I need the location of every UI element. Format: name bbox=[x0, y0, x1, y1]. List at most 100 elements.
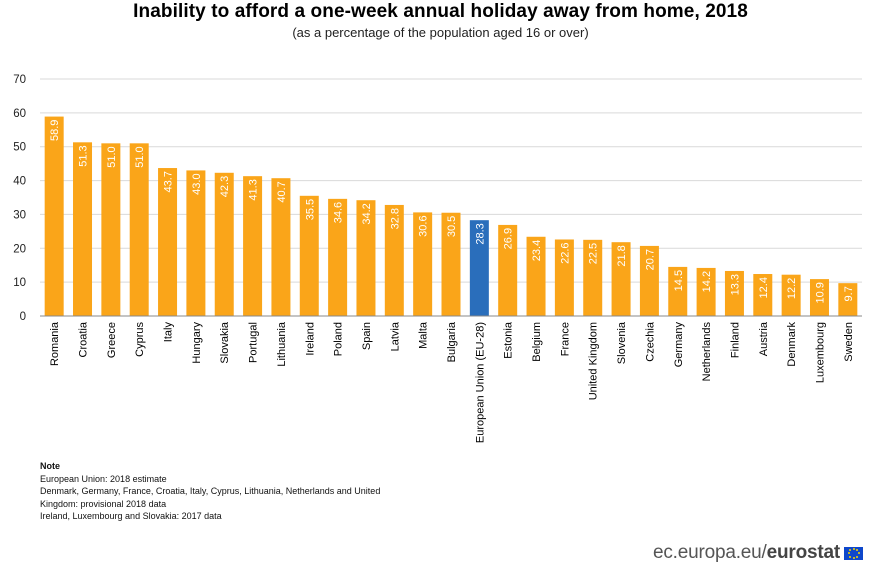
data-label: 51.3 bbox=[78, 145, 90, 166]
y-tick-label: 20 bbox=[13, 243, 26, 255]
data-label: 23.4 bbox=[531, 240, 543, 261]
bar bbox=[696, 267, 716, 316]
x-tick-label: Poland bbox=[333, 322, 345, 356]
data-label: 32.8 bbox=[389, 208, 401, 229]
x-tick-label: Cyprus bbox=[134, 322, 146, 357]
y-tick-label: 0 bbox=[20, 311, 26, 323]
bar bbox=[554, 239, 574, 316]
data-label: 14.5 bbox=[673, 270, 685, 291]
bar bbox=[498, 224, 518, 316]
data-label: 20.7 bbox=[644, 249, 656, 270]
note-block: Note European Union: 2018 estimate Denma… bbox=[40, 460, 380, 523]
y-tick-label: 70 bbox=[13, 74, 26, 86]
bar bbox=[101, 143, 121, 316]
data-label: 51.0 bbox=[134, 146, 146, 167]
bar bbox=[243, 176, 263, 316]
chart-title: Inability to afford a one-week annual ho… bbox=[133, 1, 748, 22]
bar bbox=[639, 245, 659, 316]
bar bbox=[356, 200, 376, 316]
x-tick-label: United Kingdom bbox=[588, 322, 600, 400]
data-label: 9.7 bbox=[843, 286, 855, 301]
data-label: 41.3 bbox=[248, 179, 260, 200]
bar bbox=[469, 220, 489, 316]
bar bbox=[668, 266, 688, 316]
bar bbox=[611, 242, 631, 316]
data-label: 35.5 bbox=[304, 199, 316, 220]
x-tick-label: European Union (EU-28) bbox=[474, 322, 486, 443]
note-line: Kingdom: provisional 2018 data bbox=[40, 498, 167, 509]
y-tick-label: 50 bbox=[13, 142, 26, 154]
data-label: 30.6 bbox=[418, 215, 430, 236]
data-label: 34.6 bbox=[333, 202, 345, 223]
bar bbox=[129, 143, 149, 316]
bar bbox=[158, 168, 178, 316]
bar bbox=[73, 142, 93, 316]
x-tick-label: France bbox=[559, 322, 571, 356]
bar bbox=[753, 274, 773, 316]
x-tick-label: Netherlands bbox=[701, 322, 713, 382]
source-site-domain: ec.europa.eu/ bbox=[653, 542, 767, 563]
x-tick-label: Austria bbox=[758, 321, 770, 356]
y-tick-label: 10 bbox=[13, 277, 26, 289]
data-label: 43.7 bbox=[163, 171, 175, 192]
x-tick-label: Spain bbox=[361, 322, 373, 350]
data-label: 10.9 bbox=[814, 282, 826, 303]
data-label: 14.2 bbox=[701, 271, 713, 292]
bar bbox=[526, 236, 546, 316]
bar bbox=[724, 270, 744, 316]
bar bbox=[781, 274, 801, 316]
data-label: 21.8 bbox=[616, 245, 628, 266]
x-tick-label: Croatia bbox=[78, 321, 90, 357]
bar bbox=[809, 279, 829, 316]
bar bbox=[44, 116, 64, 317]
x-tick-label: Lithuania bbox=[276, 321, 288, 367]
x-tick-label: Greece bbox=[106, 322, 118, 358]
y-tick-label: 30 bbox=[13, 209, 26, 221]
bar bbox=[214, 172, 234, 316]
x-tick-label: Romania bbox=[49, 321, 61, 366]
data-label: 40.7 bbox=[276, 181, 288, 202]
x-tick-label: Luxembourg bbox=[814, 322, 826, 383]
data-label: 28.3 bbox=[474, 223, 486, 244]
x-tick-label: Sweden bbox=[843, 322, 855, 362]
x-tick-label: Slovenia bbox=[616, 321, 628, 364]
note-line: European Union: 2018 estimate bbox=[40, 473, 167, 484]
x-tick-label: Latvia bbox=[389, 321, 401, 351]
bar bbox=[384, 204, 404, 316]
x-tick-label: Slovakia bbox=[219, 321, 231, 363]
bar bbox=[299, 195, 319, 316]
bar-chart: 0 10 20 30 40 50 60 70 58.9 Romania 51.3 Croatia 51.… bbox=[13, 74, 862, 443]
bar bbox=[838, 283, 858, 316]
x-tick-label: Finland bbox=[729, 322, 741, 358]
x-tick-label: Bulgaria bbox=[446, 321, 458, 362]
footer-brand: ec.europa.eu/eurostat bbox=[653, 542, 863, 564]
data-label: 34.2 bbox=[361, 203, 373, 224]
data-label: 51.0 bbox=[106, 146, 118, 167]
data-label: 12.2 bbox=[786, 278, 798, 299]
x-tick-label: Estonia bbox=[503, 321, 515, 359]
x-tick-label: Hungary bbox=[191, 322, 203, 364]
data-label: 22.6 bbox=[559, 242, 571, 263]
data-label: 30.5 bbox=[446, 216, 458, 237]
bar bbox=[328, 198, 348, 316]
data-label: 12.4 bbox=[758, 277, 770, 298]
y-tick-label: 60 bbox=[13, 108, 26, 120]
data-label: 42.3 bbox=[219, 176, 231, 197]
data-label: 43.0 bbox=[191, 173, 203, 194]
note-line: Ireland, Luxembourg and Slovakia: 2017 d… bbox=[40, 511, 222, 521]
x-tick-label: Denmark bbox=[786, 322, 798, 367]
eu-flag-icon bbox=[844, 546, 863, 560]
data-label: 26.9 bbox=[503, 228, 515, 249]
x-tick-label: Portugal bbox=[248, 322, 260, 363]
x-tick-label: Belgium bbox=[531, 322, 543, 362]
data-label: 22.5 bbox=[588, 243, 600, 264]
source-site-brand: eurostat bbox=[766, 542, 841, 563]
data-label: 58.9 bbox=[49, 120, 61, 141]
y-tick-label: 40 bbox=[13, 176, 26, 188]
source-site[interactable]: ec.europa.eu/eurostat bbox=[653, 542, 840, 564]
note-line: Denmark, Germany, France, Croatia, Italy… bbox=[40, 486, 381, 496]
bar bbox=[186, 170, 206, 316]
data-label: 13.3 bbox=[729, 274, 741, 295]
x-tick-label: Ireland bbox=[304, 322, 316, 356]
bar bbox=[583, 239, 603, 316]
